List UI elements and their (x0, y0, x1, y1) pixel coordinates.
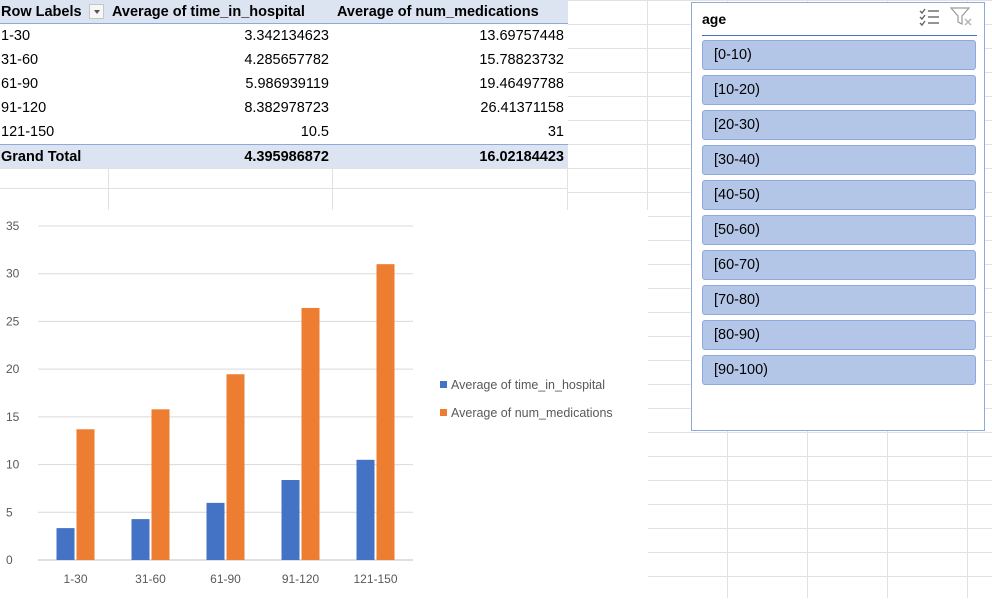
y-tick-label: 25 (6, 314, 20, 328)
slicer-title: age (702, 11, 727, 27)
time-in-hospital-value: 3.342134623 (244, 28, 329, 44)
bar-num-medications[interactable] (301, 307, 320, 560)
x-tick-label: 121-150 (353, 572, 397, 586)
row-label: 1-30 (1, 28, 31, 44)
clustered-column-chart[interactable]: 0 5 10 15 20 25 30 35 1-30 31-60 61-90 91-120 121-15… (0, 210, 648, 598)
bar-num-medications[interactable] (151, 409, 170, 560)
legend-swatch (440, 409, 447, 416)
slicer-item[interactable]: [20-30) (702, 110, 976, 140)
time-in-hospital-value: 10.5 (300, 124, 329, 140)
grand-total-num-medications: 16.02184423 (479, 149, 564, 165)
y-tick-label: 0 (6, 553, 13, 567)
pivot-table: Row Labels Average of time_in_hospital A… (0, 0, 568, 168)
bar-time-in-hospital[interactable] (56, 528, 75, 560)
grand-total-time-in-hospital: 4.395986872 (244, 149, 329, 165)
y-tick-label: 35 (6, 219, 20, 233)
clear-filter-icon[interactable] (949, 7, 972, 27)
x-tick-label: 91-120 (282, 572, 320, 586)
slicer-item[interactable]: [40-50) (702, 180, 976, 210)
pivot-row[interactable]: 121-150 10.5 31 (0, 120, 568, 144)
y-tick-label: 5 (6, 505, 13, 519)
bar-time-in-hospital[interactable] (206, 502, 225, 560)
y-tick-label: 30 (6, 267, 20, 281)
bar-num-medications[interactable] (376, 264, 395, 560)
pivot-header-row: Row Labels Average of time_in_hospital A… (0, 0, 568, 24)
slicer-item[interactable]: [80-90) (702, 320, 976, 350)
pivot-row[interactable]: 31-60 4.285657782 15.78823732 (0, 48, 568, 72)
row-labels-filter-dropdown[interactable] (89, 4, 104, 19)
pivot-row[interactable]: 1-30 3.342134623 13.69757448 (0, 24, 568, 48)
row-labels-header[interactable]: Row Labels (1, 4, 82, 20)
bar-time-in-hospital[interactable] (131, 519, 150, 560)
col-time-in-hospital-header[interactable]: Average of time_in_hospital (112, 4, 305, 20)
bar-time-in-hospital[interactable] (356, 459, 375, 560)
num-medications-value: 31 (547, 124, 564, 140)
empty-cells[interactable] (0, 168, 568, 210)
x-tick-label: 1-30 (63, 572, 87, 586)
slicer-item[interactable]: [0-10) (702, 40, 976, 70)
x-tick-label: 61-90 (210, 572, 241, 586)
legend-label[interactable]: Average of time_in_hospital (451, 378, 605, 392)
row-label: 31-60 (1, 52, 39, 68)
slicer-item[interactable]: [60-70) (702, 250, 976, 280)
x-tick-label: 31-60 (135, 572, 166, 586)
bar-num-medications[interactable] (76, 429, 95, 560)
slicer-divider (702, 35, 977, 36)
num-medications-value: 26.41371158 (480, 100, 564, 116)
time-in-hospital-value: 5.986939119 (245, 76, 329, 92)
grand-total-row[interactable]: Grand Total 4.395986872 16.02184423 (0, 144, 568, 168)
bar-num-medications[interactable] (226, 374, 245, 560)
num-medications-value: 19.46497788 (479, 76, 564, 92)
y-tick-label: 20 (6, 362, 20, 376)
pivot-row[interactable]: 91-120 8.382978723 26.41371158 (0, 96, 568, 120)
row-label: 91-120 (1, 100, 47, 116)
slicer-item[interactable]: [90-100) (702, 355, 976, 385)
time-in-hospital-value: 8.382978723 (244, 100, 329, 116)
chart-area[interactable]: 0 5 10 15 20 25 30 35 1-30 31-60 61-90 91-120 121-15… (0, 210, 648, 598)
legend-swatch (440, 381, 447, 388)
slicer-item[interactable]: [30-40) (702, 145, 976, 175)
y-tick-label: 15 (6, 410, 20, 424)
legend-label[interactable]: Average of num_medications (451, 406, 613, 420)
num-medications-value: 13.69757448 (479, 28, 564, 44)
time-in-hospital-value: 4.285657782 (244, 52, 329, 68)
multi-select-checklist-icon[interactable] (919, 7, 941, 27)
pivot-row[interactable]: 61-90 5.986939119 19.46497788 (0, 72, 568, 96)
row-label: 61-90 (1, 76, 39, 92)
slicer-item[interactable]: [70-80) (702, 285, 976, 315)
slicer-item[interactable]: [50-60) (702, 215, 976, 245)
row-label: 121-150 (1, 124, 55, 140)
slicer-item[interactable]: [10-20) (702, 75, 976, 105)
y-tick-label: 10 (6, 458, 20, 472)
col-num-medications-header[interactable]: Average of num_medications (337, 4, 539, 20)
bar-time-in-hospital[interactable] (281, 480, 300, 560)
num-medications-value: 15.78823732 (479, 52, 564, 68)
grand-total-label: Grand Total (1, 149, 82, 165)
